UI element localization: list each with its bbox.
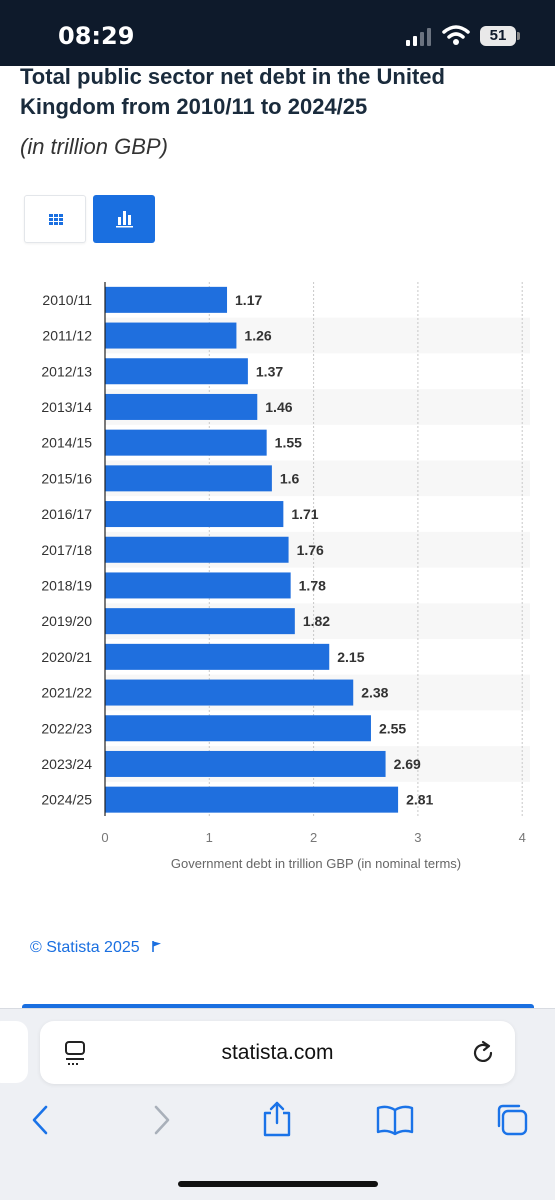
home-indicator: [178, 1181, 378, 1187]
bar: [105, 465, 272, 492]
battery-icon: 51: [480, 26, 516, 46]
bar: [105, 786, 399, 813]
flag-icon: [152, 941, 162, 952]
forward-icon[interactable]: [148, 1104, 174, 1136]
grid-icon: [49, 214, 63, 225]
chart-view-button[interactable]: [93, 195, 155, 243]
page-subtitle: (in trillion GBP): [20, 134, 168, 159]
category-label: 2023/24: [41, 756, 92, 772]
bar-value-label: 1.37: [256, 363, 283, 379]
bookmarks-icon[interactable]: [375, 1104, 415, 1136]
category-label: 2015/16: [41, 470, 92, 486]
url-text: statista.com: [221, 1041, 334, 1064]
cellular-signal-icon: [406, 28, 431, 46]
category-label: 2017/18: [41, 542, 92, 558]
category-label: 2018/19: [41, 577, 92, 593]
bar: [105, 393, 258, 420]
bar-value-label: 2.38: [361, 685, 388, 701]
clock: 08:29: [58, 22, 135, 50]
category-label: 2022/23: [41, 720, 92, 736]
bar: [105, 286, 228, 313]
bar: [105, 322, 237, 349]
bar-value-label: 2.69: [394, 756, 421, 772]
category-label: 2024/25: [41, 792, 92, 808]
category-label: 2013/14: [41, 399, 92, 415]
category-label: 2012/13: [41, 363, 92, 379]
bar-value-label: 2.81: [406, 792, 433, 808]
x-tick-label: 2: [310, 830, 317, 845]
bar: [105, 750, 386, 777]
tabs-icon[interactable]: [494, 1102, 530, 1138]
category-label: 2010/11: [42, 292, 92, 308]
reload-icon[interactable]: [470, 1040, 496, 1066]
bar-value-label: 1.46: [265, 399, 292, 415]
download-banner-edge: [22, 1004, 534, 1010]
bar-value-label: 1.17: [235, 292, 262, 308]
bar: [105, 358, 248, 385]
x-tick-label: 0: [101, 830, 108, 845]
bar: [105, 643, 330, 670]
bar: [105, 715, 371, 742]
bar-value-label: 1.55: [275, 435, 302, 451]
copyright-text: © Statista 2025: [30, 939, 140, 956]
wifi-icon: [442, 25, 470, 45]
status-bar: 08:29 51: [0, 0, 555, 66]
bar: [105, 572, 291, 599]
bar: [105, 679, 354, 706]
category-label: 2011/12: [42, 328, 92, 344]
bar-value-label: 2.55: [379, 720, 406, 736]
bar-value-label: 1.6: [280, 470, 300, 486]
x-tick-label: 4: [519, 830, 526, 845]
bar-value-label: 1.76: [297, 542, 324, 558]
previous-tab-card[interactable]: [0, 1021, 28, 1083]
bar-value-label: 1.26: [244, 328, 271, 344]
bar-chart: 2010/11 2011/12 2012/13 2013/14 2014/15 2015/…: [41, 282, 530, 871]
category-label: 2021/22: [41, 685, 92, 701]
x-tick-label: 3: [414, 830, 421, 845]
category-label: 2016/17: [41, 506, 92, 522]
page-title: Total public sector net debt in the Unit…: [20, 64, 445, 119]
bar: [105, 429, 267, 456]
bar-value-label: 1.82: [303, 613, 330, 629]
x-axis-label: Government debt in trillion GBP (in nomi…: [171, 856, 461, 871]
bar: [105, 501, 284, 528]
category-label: 2020/21: [41, 649, 92, 665]
battery-cap: [517, 32, 520, 40]
reader-mode-icon[interactable]: [64, 1040, 86, 1066]
share-icon[interactable]: [260, 1100, 294, 1138]
category-label: 2019/20: [41, 613, 92, 629]
table-view-button[interactable]: [24, 195, 86, 243]
bar-chart-icon: [116, 211, 133, 228]
bar: [105, 608, 295, 635]
address-bar[interactable]: statista.com: [40, 1021, 515, 1084]
back-icon[interactable]: [28, 1104, 54, 1136]
x-tick-label: 1: [206, 830, 213, 845]
bar-value-label: 1.71: [291, 506, 318, 522]
bar-value-label: 2.15: [337, 649, 364, 665]
category-label: 2014/15: [41, 435, 92, 451]
bar: [105, 536, 289, 563]
bar-value-label: 1.78: [299, 577, 326, 593]
copyright-link[interactable]: © Statista 2025: [30, 939, 164, 957]
